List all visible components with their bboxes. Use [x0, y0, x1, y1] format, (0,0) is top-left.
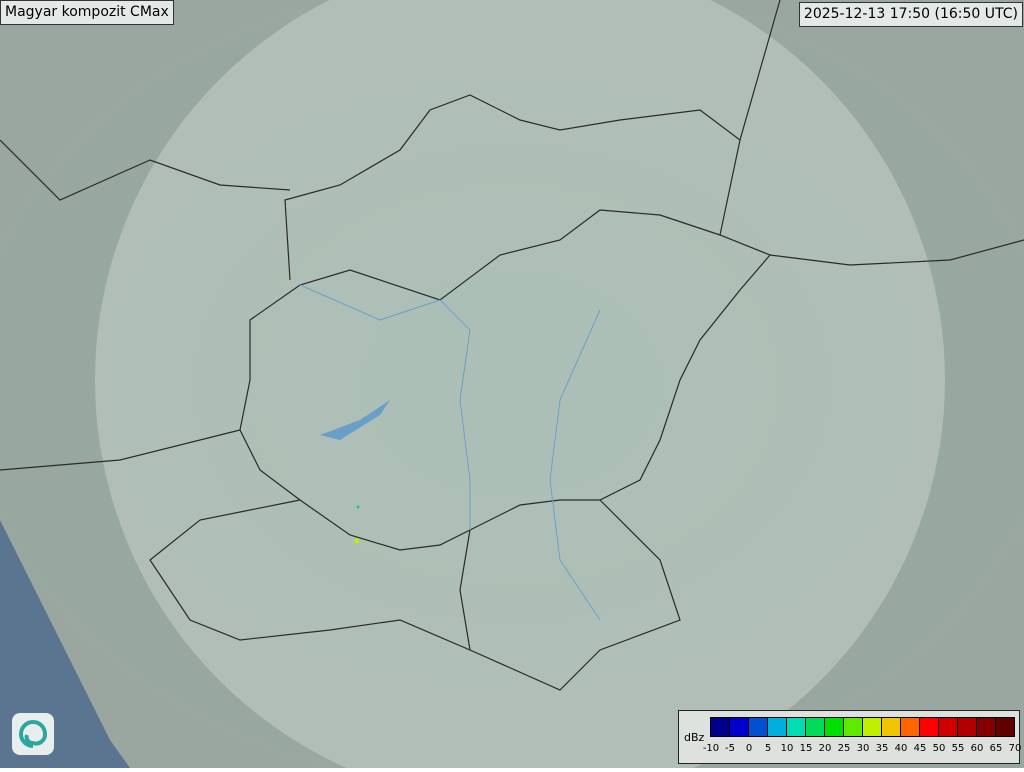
map-title: Magyar kompozit CMax — [0, 0, 174, 25]
legend-tick-label: 20 — [818, 743, 832, 754]
legend-unit: dBz — [684, 731, 705, 744]
legend-tick-label: -5 — [725, 743, 735, 754]
rivers — [299, 284, 601, 621]
legend-tick-label: 70 — [1008, 743, 1022, 754]
legend-swatch — [825, 718, 844, 736]
legend-tick-label: 55 — [951, 743, 965, 754]
legend-tick-label: 40 — [894, 743, 908, 754]
adriatic-sea — [0, 520, 130, 768]
legend-swatch — [920, 718, 939, 736]
legend-swatch — [882, 718, 901, 736]
legend-tick-label: 15 — [799, 743, 813, 754]
lake-balaton — [320, 400, 390, 440]
legend-tick-label: 35 — [875, 743, 889, 754]
legend-tick-label: 45 — [913, 743, 927, 754]
legend-tick-label: 30 — [856, 743, 870, 754]
legend-swatch — [806, 718, 825, 736]
legend-tick-label: 25 — [837, 743, 851, 754]
legend-swatch — [711, 718, 730, 736]
legend-swatch — [844, 718, 863, 736]
logo — [12, 713, 54, 755]
legend-colorbar — [710, 717, 1015, 737]
legend-swatch — [939, 718, 958, 736]
legend-swatch — [958, 718, 977, 736]
timestamp: 2025-12-13 17:50 (16:50 UTC) — [798, 2, 1023, 27]
radar-swirl-logo-icon — [19, 720, 47, 748]
radar-coverage — [95, 0, 945, 772]
legend-swatch — [749, 718, 768, 736]
legend-swatch — [730, 718, 749, 736]
legend-swatch — [787, 718, 806, 736]
legend-swatch — [901, 718, 920, 736]
country-borders — [0, 0, 1024, 691]
dbz-legend: dBz -10 -5 0 5 10 15 20 25 30 35 40 45 50 55 60 65 70 — [678, 710, 1022, 764]
legend-tick-label: 50 — [932, 743, 946, 754]
radar-echo — [354, 538, 360, 544]
legend-swatch — [863, 718, 882, 736]
radar-echo — [356, 505, 360, 509]
legend-tick-label: 10 — [780, 743, 794, 754]
legend-swatch — [768, 718, 787, 736]
legend-tick-label: -10 — [702, 743, 720, 754]
legend-tick-label: 0 — [745, 743, 753, 754]
legend-tick-label: 65 — [989, 743, 1003, 754]
legend-swatch — [977, 718, 996, 736]
legend-tick-label: 5 — [764, 743, 772, 754]
legend-swatch — [996, 718, 1014, 736]
legend-tick-label: 60 — [970, 743, 984, 754]
